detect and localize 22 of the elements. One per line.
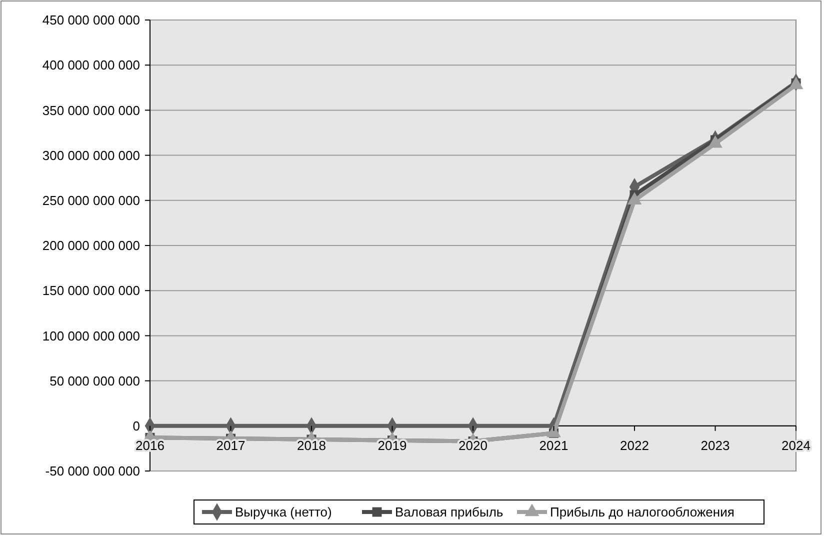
x-tick-label: 2017 [216,438,246,453]
y-tick-label: 450 000 000 000 [42,12,140,28]
y-tick-label: 350 000 000 000 [42,102,140,118]
y-tick-label: 200 000 000 000 [42,238,140,254]
y-tick-label: 250 000 000 000 [42,192,140,208]
y-tick-label: 50 000 000 000 [50,373,140,388]
y-tick-label: 150 000 000 000 [42,283,140,298]
x-tick-label: 2020 [458,438,488,453]
x-tick-label: 2018 [297,438,326,453]
x-tick-label: 2019 [378,438,407,453]
y-tick-label: 0 [132,418,140,434]
y-tick-label: 300 000 000 000 [42,148,140,163]
legend-label: Прибыль до налогообложения [550,504,734,520]
y-tick-label: 100 000 000 000 [42,328,140,344]
x-tick-label: 2024 [782,438,810,453]
legend-label: Выручка (нетто) [235,504,332,520]
x-tick-label: 2023 [700,438,730,453]
y-tick-label: -50 000 000 000 [45,464,140,479]
y-tick-label: 400 000 000 000 [42,58,140,73]
x-tick-label: 2022 [620,438,649,453]
x-tick-label: 2021 [539,438,568,453]
legend-label: Валовая прибыль [395,504,504,520]
